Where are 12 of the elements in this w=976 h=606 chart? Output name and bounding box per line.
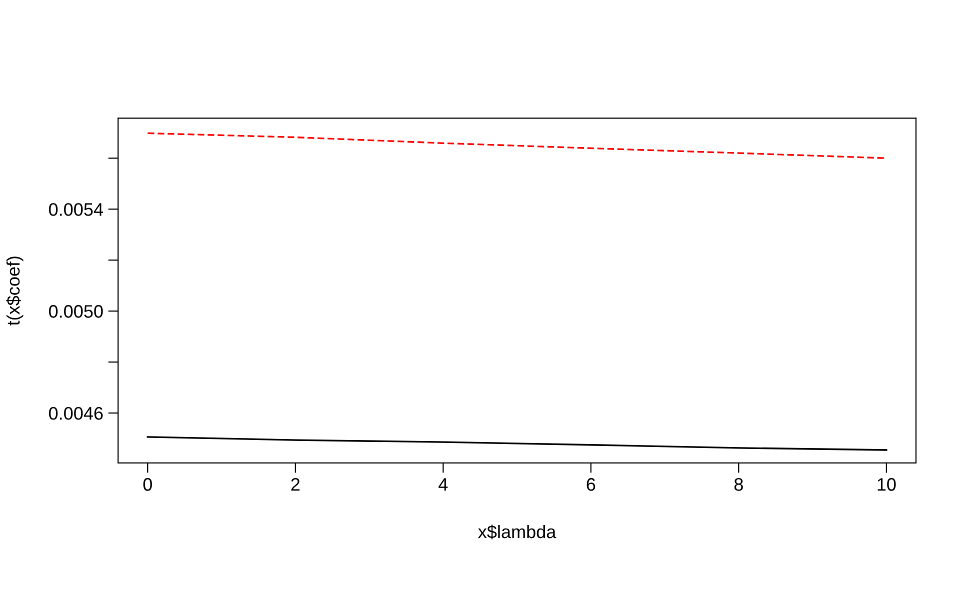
x-tick-label: 8 [734, 478, 743, 491]
line-series [146, 436, 888, 451]
y-axis-title: t(x$coef) [6, 256, 24, 326]
x-tick-label: 0 [143, 478, 152, 491]
x-tick-label: 6 [586, 478, 596, 491]
x-tick-label: 10 [878, 478, 896, 491]
x-tick-label: 4 [438, 478, 448, 491]
x-tick-label: 2 [291, 478, 300, 491]
y-tick-label: 0.0054 [49, 203, 103, 216]
y-tick-label: 0.0050 [49, 305, 103, 318]
x-axis-title: x$lambda [478, 524, 556, 540]
y-tick-label: 0.0046 [49, 406, 103, 420]
